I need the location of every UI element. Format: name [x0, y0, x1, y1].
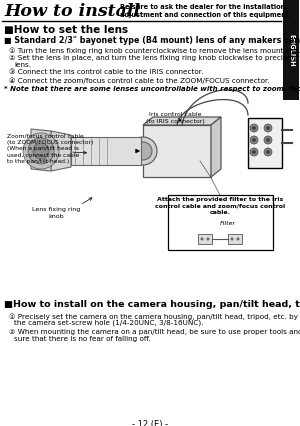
Circle shape — [206, 238, 209, 241]
Circle shape — [129, 137, 157, 165]
Bar — [228, 234, 242, 244]
Text: ① Turn the lens fixing ring knob counterclockwise to remove the lens mount cap.: ① Turn the lens fixing ring knob counter… — [9, 47, 300, 54]
Text: ② Set the lens in place, and turn the lens fixing ring knob clockwise to precise: ② Set the lens in place, and turn the le… — [9, 55, 300, 61]
Text: Iris control cable
(to IRIS connector): Iris control cable (to IRIS connector) — [146, 112, 204, 124]
Bar — [283, 0, 299, 100]
Circle shape — [200, 238, 203, 241]
Text: Filter: Filter — [220, 221, 236, 226]
Text: ■ Standard 2/3ʺ bayonet type (B4 mount) lens of any makers can be used*.: ■ Standard 2/3ʺ bayonet type (B4 mount) … — [4, 36, 300, 45]
Bar — [168, 195, 273, 250]
Circle shape — [266, 138, 270, 142]
Circle shape — [264, 136, 272, 144]
Text: ■How to install on the camera housing, pan/tilt head, tripod, etc.: ■How to install on the camera housing, p… — [4, 300, 300, 309]
Text: lens.: lens. — [14, 62, 31, 68]
Text: Attach the provided filter to the iris
control cable and zoom/focus control
cabl: Attach the provided filter to the iris c… — [155, 197, 285, 215]
Text: * Note that there are some lenses uncontrollable with respect to zoom, focus fun: * Note that there are some lenses uncont… — [4, 86, 300, 92]
Circle shape — [252, 138, 256, 142]
Circle shape — [266, 150, 270, 154]
Text: Zoom/focus control cable
(to ZOOM/FOCUS connector)
(When a pan/tilt head is
used: Zoom/focus control cable (to ZOOM/FOCUS … — [7, 133, 93, 164]
Circle shape — [23, 133, 59, 169]
Circle shape — [266, 126, 270, 130]
Circle shape — [252, 150, 256, 154]
Text: Lens fixing ring
knob: Lens fixing ring knob — [32, 207, 80, 219]
Circle shape — [250, 124, 258, 132]
Polygon shape — [143, 117, 221, 125]
Circle shape — [252, 126, 256, 130]
Text: - 12 (E) -: - 12 (E) - — [132, 420, 168, 426]
Text: ENGLISH: ENGLISH — [288, 34, 294, 66]
Circle shape — [134, 142, 152, 160]
Polygon shape — [211, 117, 221, 177]
Text: ■How to set the lens: ■How to set the lens — [4, 25, 128, 35]
Circle shape — [264, 124, 272, 132]
Text: ① Precisely set the camera on the camera housing, pan/tilt head, tripod, etc. by: ① Precisely set the camera on the camera… — [9, 313, 300, 320]
Polygon shape — [71, 137, 141, 165]
Text: ④ Connect the zoom/focus control cable to the ZOOM/FOCUS connector.: ④ Connect the zoom/focus control cable t… — [9, 77, 270, 83]
Circle shape — [230, 238, 233, 241]
Bar — [143, 125, 211, 177]
Text: sure that there is no fear of falling off.: sure that there is no fear of falling of… — [14, 336, 151, 342]
Text: ② When mounting the camera on a pan/tilt head, be sure to use proper tools and m: ② When mounting the camera on a pan/tilt… — [9, 329, 300, 335]
Text: ③ Connect the iris control cable to the IRIS connector.: ③ Connect the iris control cable to the … — [9, 69, 203, 75]
Circle shape — [250, 148, 258, 156]
Bar — [198, 234, 212, 244]
Polygon shape — [31, 129, 51, 171]
Polygon shape — [51, 131, 71, 171]
Circle shape — [236, 238, 239, 241]
Circle shape — [250, 136, 258, 144]
Circle shape — [28, 138, 54, 164]
Circle shape — [33, 143, 49, 159]
Circle shape — [264, 148, 272, 156]
Text: How to install: How to install — [4, 3, 140, 20]
Text: Be sure to ask the dealer for the installation,
adjustment and connection of thi: Be sure to ask the dealer for the instal… — [120, 4, 292, 18]
Text: the camera set-screw hole (1/4-20UNC, 3/8-16UNC).: the camera set-screw hole (1/4-20UNC, 3/… — [14, 320, 203, 326]
Bar — [248, 118, 282, 168]
